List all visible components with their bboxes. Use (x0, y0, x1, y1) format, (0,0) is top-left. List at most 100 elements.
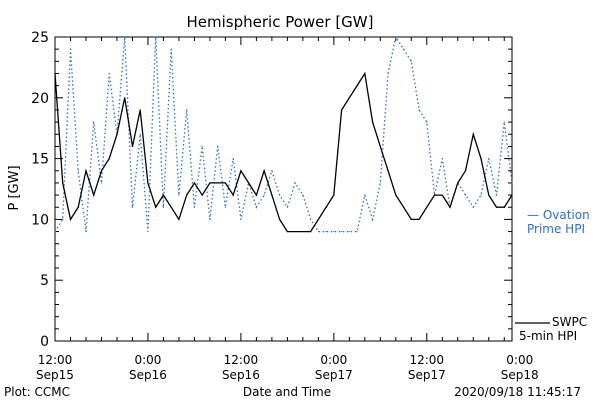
swpc-data-point (433, 194, 436, 196)
ovation-data-point (124, 36, 126, 38)
x-tick-label-date: Sep17 (408, 368, 446, 382)
swpc-data-point (402, 206, 405, 208)
legend-swpc-label-line2: 5-min HPI (519, 329, 577, 343)
ovation-data-point (85, 230, 87, 233)
ovation-data-point (395, 36, 397, 38)
legend-ovation-label-line1: — Ovation (527, 208, 590, 222)
ovation-data-point (108, 72, 110, 75)
ovation-data-point (193, 206, 196, 208)
ovation-data-point (224, 206, 227, 208)
ovation-data-point (379, 182, 381, 184)
ovation-data-point (240, 218, 242, 220)
y-tick-label: 20 (31, 91, 49, 107)
swpc-data-point (387, 170, 389, 172)
swpc-data-point (488, 194, 490, 196)
x-tick-label-time: 0:00 (506, 353, 533, 367)
y-tick-label: 0 (40, 334, 49, 350)
ovation-data-point (294, 182, 296, 184)
ovation-data-point (325, 230, 327, 233)
ovation-data-point (426, 121, 428, 123)
ovation-data-point (62, 218, 64, 220)
x-tick-label-date: Sep16 (222, 368, 260, 382)
swpc-data-point (93, 194, 95, 196)
ovation-data-point (348, 230, 350, 233)
ovation-data-point (364, 194, 366, 196)
ovation-data-point (139, 133, 141, 135)
swpc-data-point (511, 194, 513, 196)
x-tick-label-date: Sep16 (129, 368, 167, 382)
ovation-data-point (402, 48, 405, 50)
swpc-data-point (325, 206, 327, 208)
swpc-data-point (449, 206, 451, 208)
ovation-data-point (255, 206, 257, 208)
swpc-data-point (310, 230, 312, 233)
footer-timestamp: 2020/09/18 11:45:17 (454, 385, 581, 399)
swpc-data-point (503, 206, 505, 208)
swpc-data-point (62, 182, 64, 184)
ovation-data-point (371, 218, 374, 220)
swpc-data-point (108, 158, 110, 160)
ovation-data-point (418, 109, 420, 111)
ovation-data-point (131, 206, 134, 208)
swpc-data-point (395, 194, 397, 196)
x-tick-label-time: 12:00 (38, 353, 73, 367)
swpc-data-point (263, 170, 265, 172)
x-tick-label-time: 0:00 (134, 353, 161, 367)
x-tick-label-time: 12:00 (409, 353, 444, 367)
ovation-data-point (155, 36, 157, 38)
ovation-data-point (503, 121, 505, 123)
swpc-data-point (302, 230, 304, 233)
legend-ovation-label-line2: Prime HPI (527, 222, 585, 236)
ovation-data-point (472, 206, 474, 208)
ovation-data-point (464, 194, 467, 196)
ovation-data-point (217, 145, 219, 148)
swpc-data-point (186, 194, 188, 196)
x-tick-label-time: 12:00 (224, 353, 259, 367)
swpc-hpi-line (54, 71, 513, 233)
swpc-data-point (333, 194, 335, 196)
ovation-data-point (147, 230, 149, 233)
swpc-data-point (147, 182, 149, 184)
ovation-data-point (340, 230, 343, 233)
swpc-data-point (85, 170, 87, 172)
legend-swpc-label-line1: SWPC (552, 315, 587, 329)
ovation-data-point (286, 206, 288, 208)
ovation-prime-hpi-line (54, 35, 513, 233)
swpc-data-point (472, 133, 474, 135)
chart-title: Hemispheric Power [GW] (187, 13, 374, 31)
ovation-data-point (279, 194, 281, 196)
x-tick-label-date: Sep17 (315, 368, 353, 382)
ovation-data-point (356, 230, 358, 233)
swpc-data-point (356, 85, 358, 87)
swpc-data-point (131, 145, 134, 148)
ovation-data-point (511, 182, 513, 184)
swpc-data-point (279, 218, 281, 220)
ovation-data-point (54, 230, 56, 233)
swpc-data-point (170, 206, 172, 208)
y-tick-label: 25 (31, 30, 49, 46)
x-tick-label-date: Sep15 (36, 368, 74, 382)
ovation-data-point (209, 218, 211, 220)
swpc-data-point (464, 170, 467, 172)
swpc-data-point (317, 218, 319, 220)
swpc-data-point (217, 182, 219, 184)
ovation-data-point (317, 230, 319, 233)
swpc-data-point (340, 109, 343, 111)
swpc-data-point (379, 145, 381, 148)
swpc-data-point (100, 170, 103, 172)
swpc-data-point (418, 218, 420, 220)
swpc-data-point (255, 194, 257, 196)
swpc-data-point (139, 109, 141, 111)
swpc-data-point (193, 182, 196, 184)
swpc-data-point (178, 218, 180, 220)
swpc-data-point (410, 218, 412, 220)
ovation-data-point (186, 109, 188, 111)
ovation-data-point (162, 206, 165, 208)
swpc-data-point (162, 194, 165, 196)
swpc-data-point (371, 121, 374, 123)
ovation-data-point (271, 170, 273, 172)
footer-plot-credit: Plot: CCMC (4, 385, 70, 399)
ovation-data-point (488, 158, 490, 160)
ovation-data-point (178, 194, 180, 196)
swpc-data-point (348, 97, 350, 99)
